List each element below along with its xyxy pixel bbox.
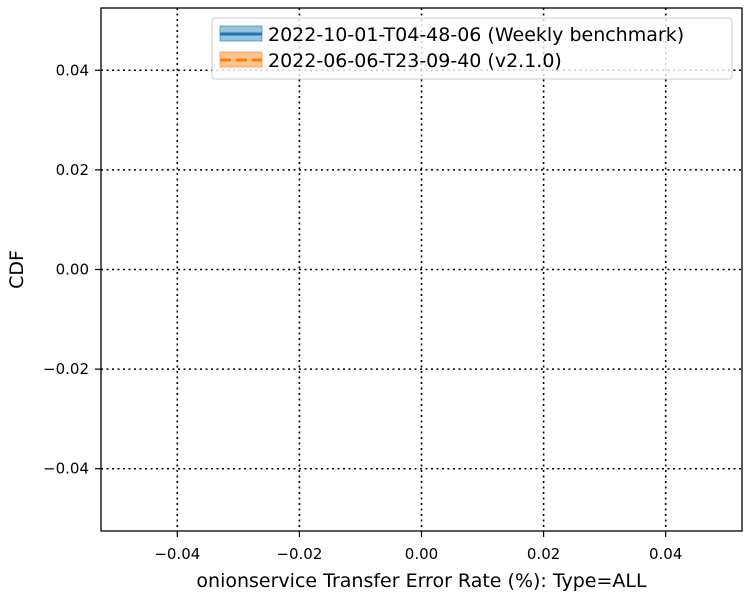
legend-item-weekly-benchmark: 2022-10-01-T04-48-06 (Weekly benchmark) bbox=[219, 24, 684, 46]
x-tick-label: 0.00 bbox=[405, 545, 438, 563]
legend-item-v2-1-0: 2022-06-06-T23-09-40 (v2.1.0) bbox=[219, 50, 562, 72]
y-axis-label: CDF bbox=[6, 250, 28, 289]
legend: 2022-10-01-T04-48-06 (Weekly benchmark) … bbox=[211, 17, 733, 80]
legend-label-weekly-benchmark: 2022-10-01-T04-48-06 (Weekly benchmark) bbox=[268, 24, 684, 46]
x-tick-label: 0.04 bbox=[649, 545, 682, 563]
y-tick-label: −0.02 bbox=[43, 360, 89, 378]
x-tick-label: 0.02 bbox=[527, 545, 560, 563]
x-tick-label: −0.04 bbox=[154, 545, 200, 563]
y-tick-label: 0.00 bbox=[56, 261, 89, 279]
y-tick-label: 0.02 bbox=[56, 161, 89, 179]
x-axis-label: onionservice Transfer Error Rate (%): Ty… bbox=[196, 570, 647, 592]
x-tick-label: −0.02 bbox=[276, 545, 322, 563]
legend-frame bbox=[211, 17, 733, 80]
y-tick-label: −0.04 bbox=[43, 460, 89, 478]
axis-ticks: −0.04 −0.02 0.00 0.02 0.04 −0.04 −0.02 0.00 0.02… bbox=[43, 61, 682, 563]
legend-label-v2-1-0: 2022-06-06-T23-09-40 (v2.1.0) bbox=[268, 50, 562, 72]
y-tick-label: 0.04 bbox=[56, 61, 89, 79]
